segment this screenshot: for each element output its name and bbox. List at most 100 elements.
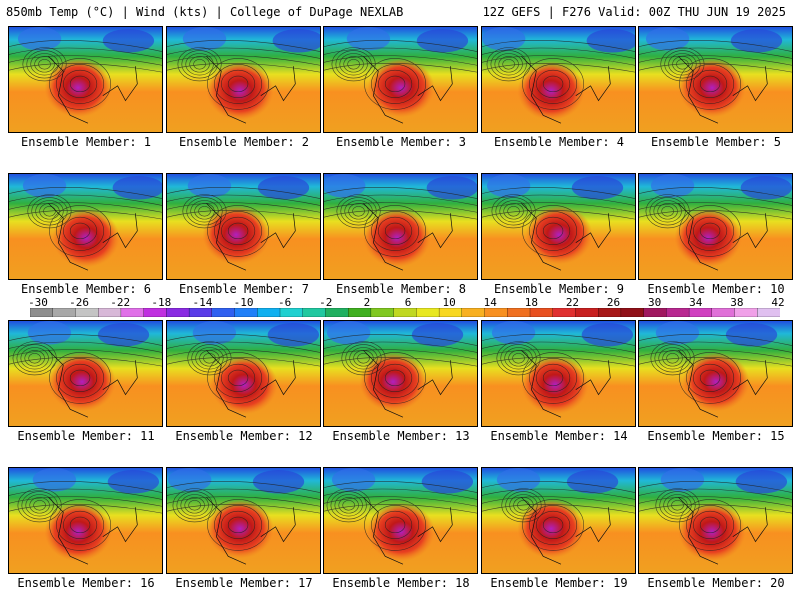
ensemble-map-panel: [638, 467, 793, 574]
coastline: [521, 56, 611, 124]
colorbar-tick: 10: [442, 296, 456, 309]
colorbar-tick: 14: [483, 296, 497, 309]
wind-contours: [167, 187, 320, 257]
colorbar-swatch: [666, 308, 690, 317]
colorbar-swatch: [598, 308, 622, 317]
ensemble-map-panel: [323, 26, 478, 133]
temperature-field-map: [482, 174, 635, 279]
colorbar-swatch: [734, 308, 758, 317]
colorbar-tick-labels: -30 -26 -22 -18 -14 -10 -6 -2 2 6 10 14 18 22 26 30 34 38…: [0, 297, 800, 309]
ensemble-member-label: Ensemble Member: 6: [20, 282, 152, 296]
temperature-field-map: [482, 27, 635, 132]
ensemble-map-panel: [481, 320, 636, 427]
colorbar-swatch: [302, 308, 327, 317]
colorbar-tick: -14: [192, 296, 213, 309]
colorbar-swatch: [98, 308, 122, 317]
colorbar-tick: -26: [69, 296, 90, 309]
temperature-field-map: [639, 468, 792, 573]
temperature-field-map: [9, 321, 162, 426]
wind-contours: [482, 187, 635, 257]
ensemble-map-panel: [323, 173, 478, 280]
colorbar-swatch: [30, 308, 54, 317]
colorbar-tick: 6: [404, 296, 412, 309]
temperature-field-map: [324, 468, 477, 573]
colorbar-tick: -22: [110, 296, 131, 309]
coastline: [48, 497, 138, 565]
colorbar-swatch: [575, 308, 599, 317]
colorbar-swatch: [688, 308, 713, 317]
temperature-field-map: [482, 321, 635, 426]
wind-contours: [167, 334, 320, 404]
colorbar-tick: 30: [648, 296, 662, 309]
ensemble-member-label: Ensemble Member: 9: [493, 282, 625, 296]
wind-contours: [9, 334, 162, 404]
ensemble-member-label: Ensemble Member: 4: [493, 135, 625, 149]
ensemble-map-panel: [166, 173, 321, 280]
colorbar-tick: 22: [565, 296, 580, 309]
ensemble-map-panel: [166, 320, 321, 427]
wind-contours: [639, 334, 792, 404]
colorbar-swatch: [348, 308, 372, 317]
coastline: [678, 497, 768, 565]
colorbar-swatch: [234, 308, 258, 317]
ensemble-member-label: Ensemble Member: 13: [332, 429, 470, 443]
coastline: [48, 56, 138, 124]
colorbar-swatch: [188, 308, 213, 317]
colorbar-swatch: [620, 308, 645, 317]
ensemble-member-label: Ensemble Member: 14: [490, 429, 628, 443]
ensemble-member-label: Ensemble Member: 7: [178, 282, 310, 296]
temperature-field-map: [324, 174, 477, 279]
ensemble-member-label: Ensemble Member: 11: [17, 429, 155, 443]
ensemble-map-panel: [8, 467, 163, 574]
ensemble-member-label: Ensemble Member: 15: [647, 429, 785, 443]
wind-contours: [639, 481, 792, 551]
ensemble-member-label: Ensemble Member: 19: [490, 576, 628, 590]
colorbar-tick: -18: [151, 296, 172, 309]
colorbar-swatch: [120, 308, 145, 317]
colorbar-swatch: [257, 308, 281, 317]
ensemble-map-panel: [481, 26, 636, 133]
ensemble-map-panel: [638, 320, 793, 427]
ensemble-member-label: Ensemble Member: 18: [332, 576, 470, 590]
coastline: [363, 203, 453, 271]
wind-contours: [167, 481, 320, 551]
ensemble-member-label: Ensemble Member: 16: [17, 576, 155, 590]
wind-contours: [324, 187, 477, 257]
ensemble-member-label: Ensemble Member: 5: [650, 135, 782, 149]
temperature-field-map: [167, 321, 320, 426]
colorbar-tick: 42: [771, 296, 785, 309]
colorbar-swatch: [529, 308, 554, 317]
ensemble-member-label: Ensemble Member: 12: [175, 429, 313, 443]
colorbar-swatch: [438, 308, 463, 317]
temperature-field-map: [167, 174, 320, 279]
wind-contours: [482, 40, 635, 110]
coastline: [206, 497, 296, 565]
ensemble-member-label: Ensemble Member: 2: [178, 135, 310, 149]
colorbar-tick: 18: [524, 296, 538, 309]
colorbar-swatch: [416, 308, 440, 317]
temperature-field-map: [639, 174, 792, 279]
ensemble-map-panel: [481, 173, 636, 280]
colorbar-swatch: [484, 308, 508, 317]
coastline: [678, 203, 768, 271]
temperature-colorbar: [30, 308, 780, 317]
coastline: [678, 350, 768, 418]
temperature-field-map: [9, 468, 162, 573]
coastline: [363, 350, 453, 418]
ensemble-map-panel: [638, 26, 793, 133]
colorbar-swatch: [52, 308, 77, 317]
temperature-field-map: [9, 174, 162, 279]
ensemble-map-panel: [166, 26, 321, 133]
ensemble-map-panel: [481, 467, 636, 574]
temperature-field-map: [9, 27, 162, 132]
colorbar-swatch: [507, 308, 531, 317]
ensemble-member-label: Ensemble Member: 20: [647, 576, 785, 590]
colorbar-swatch: [279, 308, 304, 317]
map-title: 850mb Temp (°C) | Wind (kts) | College o…: [6, 5, 404, 19]
wind-contours: [9, 40, 162, 110]
coastline: [206, 350, 296, 418]
wind-contours: [324, 40, 477, 110]
ensemble-map-panel: [8, 26, 163, 133]
colorbar-swatch: [711, 308, 736, 317]
